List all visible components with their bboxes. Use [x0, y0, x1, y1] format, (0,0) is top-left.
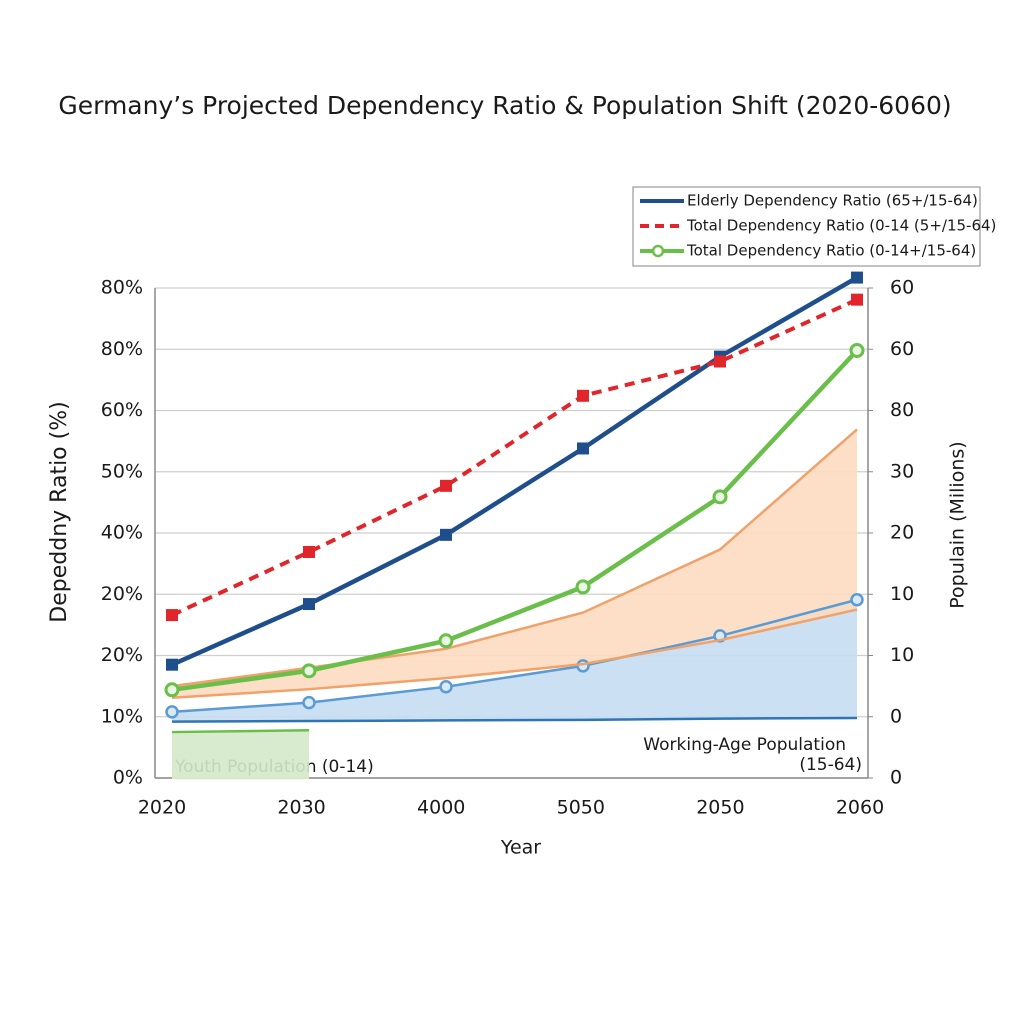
area — [172, 730, 309, 778]
y2-tick-label: 10 — [890, 644, 914, 666]
legend-box — [632, 186, 981, 267]
y-tick-label: 0% — [113, 767, 143, 789]
line — [171, 297, 858, 617]
area-upper-edge — [171, 598, 858, 714]
legend: Elderly Dependency Ratio (65+/15-64) Tota… — [632, 186, 996, 267]
annotation: Working-Age Population — [643, 735, 846, 755]
y-tick-label: 40% — [101, 522, 143, 544]
line-marker — [440, 479, 452, 492]
y2-tick-label: 80 — [890, 399, 914, 421]
x-tick-label: 4000 — [417, 797, 465, 819]
y-axis-label: Depeddny Ratio (%) — [47, 401, 72, 622]
line-marker — [577, 442, 589, 455]
y2-tick-label: 30 — [890, 460, 914, 482]
annotation: (15-64) — [799, 755, 862, 775]
y2-tick-label: 60 — [890, 277, 914, 299]
line-marker — [575, 579, 591, 595]
y2-tick-label: 10 — [890, 583, 914, 605]
line-marker — [166, 609, 178, 622]
area-marker — [165, 705, 179, 719]
y2-tick-label: 0 — [890, 767, 902, 789]
line-marker — [849, 342, 865, 358]
area-lower-edge — [171, 608, 858, 700]
y-tick-label: 50% — [101, 460, 143, 482]
y-tick-label: 60% — [101, 399, 143, 421]
area-marker — [302, 695, 316, 710]
x-tick-label: 2060 — [836, 797, 884, 819]
y-tick-label: 80% — [101, 338, 143, 360]
area-marker — [576, 659, 590, 673]
line-marker — [440, 528, 452, 541]
legend-label: Total Dependency Ratio (0-14+/15-64) — [686, 242, 976, 260]
line-marker — [301, 663, 317, 679]
line-marker — [303, 545, 315, 558]
y2-axis-label: Populain (Milions) — [947, 441, 969, 608]
y2-tick-label: 60 — [890, 338, 914, 360]
y-tick-label: 20% — [101, 644, 143, 666]
area-upper-edge — [171, 728, 310, 734]
area — [172, 429, 857, 698]
area — [172, 599, 857, 722]
x-tick-label: 2050 — [696, 797, 744, 819]
line-marker — [712, 489, 728, 505]
y2-tick-label: 20 — [890, 522, 914, 544]
line-marker — [714, 355, 726, 368]
x-tick-label: 2020 — [138, 797, 186, 819]
line-marker — [303, 598, 315, 611]
chart-title: Germany’s Projected Dependency Ratio & P… — [58, 91, 951, 120]
x-tick-label: 2030 — [277, 797, 325, 819]
area-upper-edge — [171, 428, 858, 688]
line — [171, 348, 859, 693]
y-tick-label: 80% — [101, 277, 143, 299]
line-marker — [851, 293, 863, 306]
area-marker — [850, 593, 864, 607]
legend-label: Elderly Dependency Ratio (65+/15-64) — [687, 192, 978, 210]
line-marker — [577, 389, 589, 402]
area-marker — [439, 679, 453, 694]
y-tick-label: 10% — [101, 705, 143, 727]
line-marker — [164, 682, 180, 698]
legend-label: Total Dependency Ratio (0-14 (5+/15-64) — [686, 217, 996, 235]
y2-tick-label: 0 — [890, 705, 902, 727]
line — [171, 275, 859, 667]
line-marker — [166, 658, 178, 671]
y-tick-label: 20% — [101, 583, 143, 605]
area-lower-edge — [171, 716, 858, 723]
legend-marker — [651, 244, 665, 258]
line-marker — [851, 271, 863, 284]
x-axis-label: Year — [500, 837, 541, 859]
x-tick-label: 5050 — [557, 797, 605, 819]
line-marker — [438, 633, 454, 649]
